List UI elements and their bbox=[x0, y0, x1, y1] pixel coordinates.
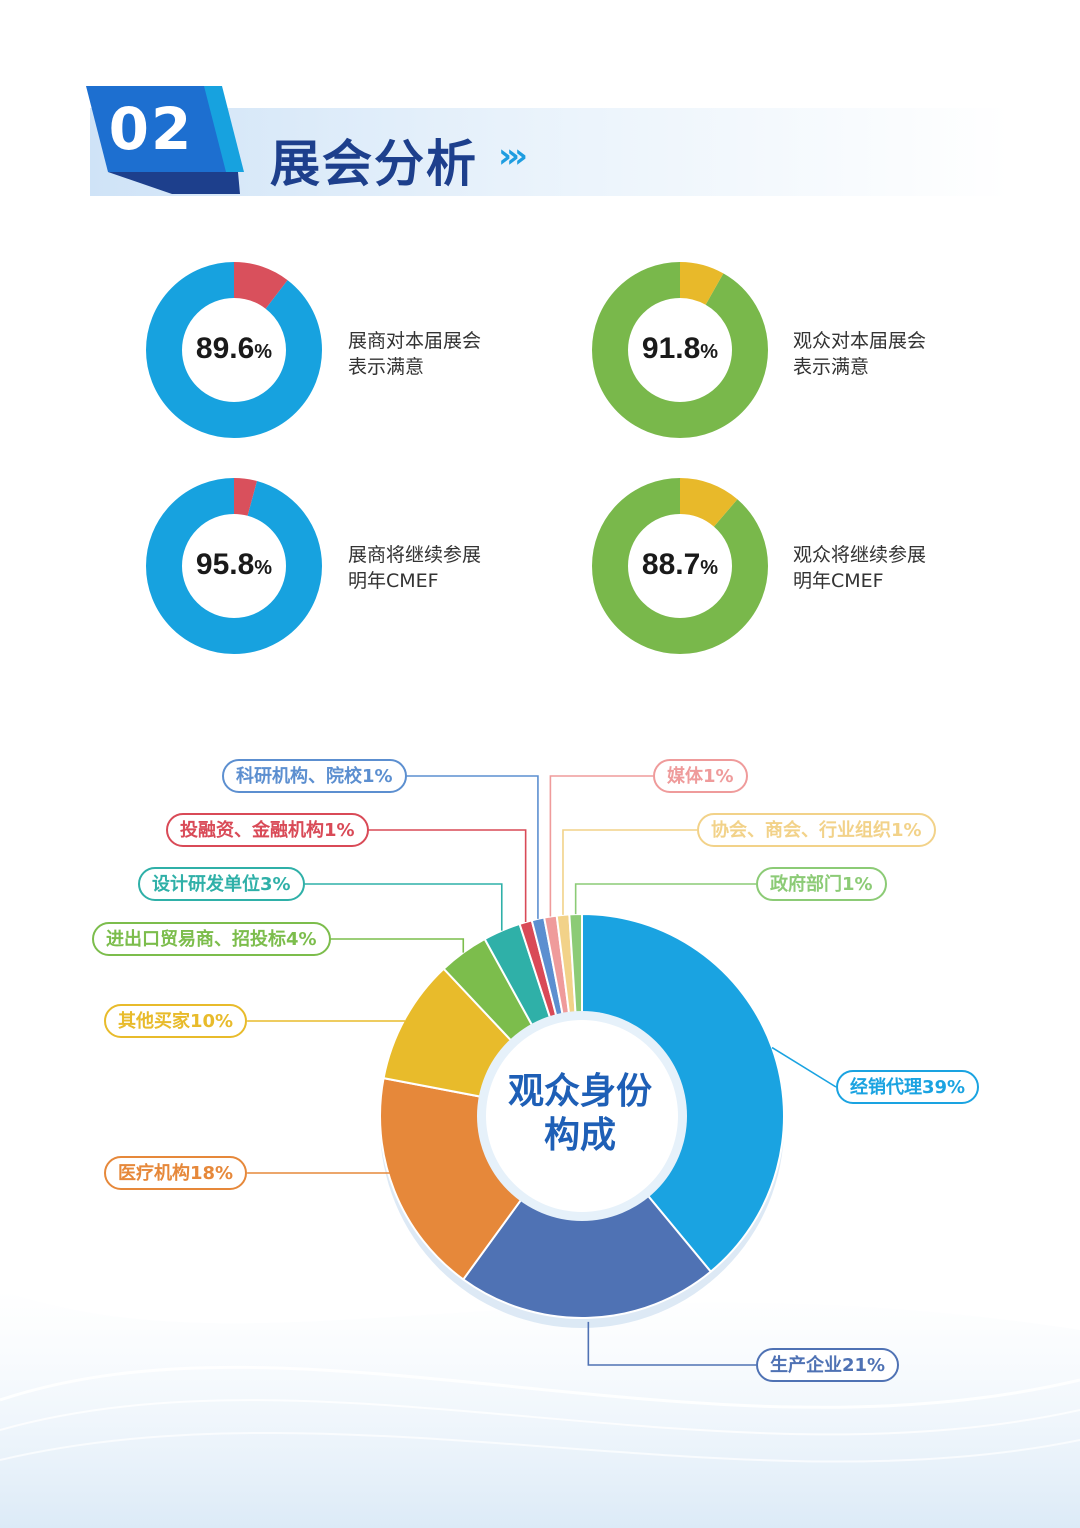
leader-line bbox=[368, 829, 527, 923]
header-band bbox=[90, 108, 1010, 196]
donut-label-exhibitor-return: 展商将继续参展 明年CMEF bbox=[348, 544, 482, 592]
pie-hole bbox=[486, 1020, 678, 1212]
donut-value: 88.7% bbox=[641, 548, 719, 581]
donut-value: 95.8% bbox=[195, 548, 273, 581]
donut-chart-visitor-return: 88.7% bbox=[592, 478, 768, 654]
donut-chart-exhibitor-satisfaction: 89.6% bbox=[146, 262, 322, 438]
pie-center-title: 观众身份 构成 bbox=[507, 1071, 652, 1156]
donut-ring-rest bbox=[592, 262, 768, 438]
callout-slice: 政府部门1% bbox=[756, 867, 887, 901]
callout-slice: 设计研发单位3% bbox=[138, 867, 305, 901]
donut-chart-exhibitor-return: 95.8% bbox=[146, 478, 322, 654]
donut-label-visitor-satisfaction: 观众对本届展会 表示满意 bbox=[793, 330, 927, 378]
donut-ring-rest bbox=[592, 478, 768, 654]
leader-line bbox=[771, 1046, 837, 1088]
leader-line bbox=[304, 883, 503, 931]
callout-slice: 医疗机构18% bbox=[104, 1156, 248, 1190]
leader-line bbox=[406, 775, 539, 919]
donut-svg bbox=[146, 262, 322, 438]
callout-slice: 经销代理39% bbox=[836, 1070, 980, 1104]
section-number: 02 bbox=[108, 95, 194, 163]
leader-line bbox=[587, 1321, 756, 1366]
donut-chart-visitor-satisfaction: 91.8% bbox=[592, 262, 768, 438]
callout-slice: 其他买家10% bbox=[104, 1004, 248, 1038]
leader-line bbox=[574, 883, 756, 915]
leader-line bbox=[330, 938, 465, 953]
callout-slice: 生产企业21% bbox=[756, 1348, 900, 1382]
donut-value: 91.8% bbox=[641, 332, 719, 365]
donut-svg bbox=[592, 262, 768, 438]
leader-line bbox=[562, 829, 697, 915]
callout-slice: 科研机构、院校1% bbox=[222, 759, 407, 793]
donut-svg bbox=[146, 478, 322, 654]
donut-label-exhibitor-satisfaction: 展商对本届展会 表示满意 bbox=[348, 330, 482, 378]
donut-label-visitor-return: 观众将继续参展 明年CMEF bbox=[793, 544, 927, 592]
donut-svg bbox=[592, 478, 768, 654]
callout-slice: 进出口贸易商、招投标4% bbox=[92, 922, 331, 956]
pie-leader-lines bbox=[247, 775, 837, 1366]
donut-ring-rest bbox=[146, 262, 322, 438]
callout-slice: 媒体1% bbox=[653, 759, 748, 793]
section-title: 展会分析 bbox=[270, 135, 478, 193]
section-badge bbox=[86, 86, 244, 194]
callout-slice: 协会、商会、行业组织1% bbox=[697, 813, 936, 847]
donut-value: 89.6% bbox=[195, 332, 273, 365]
donut-ring-rest bbox=[146, 478, 322, 654]
callout-slice: 投融资、金融机构1% bbox=[166, 813, 369, 847]
leader-line bbox=[549, 775, 653, 917]
